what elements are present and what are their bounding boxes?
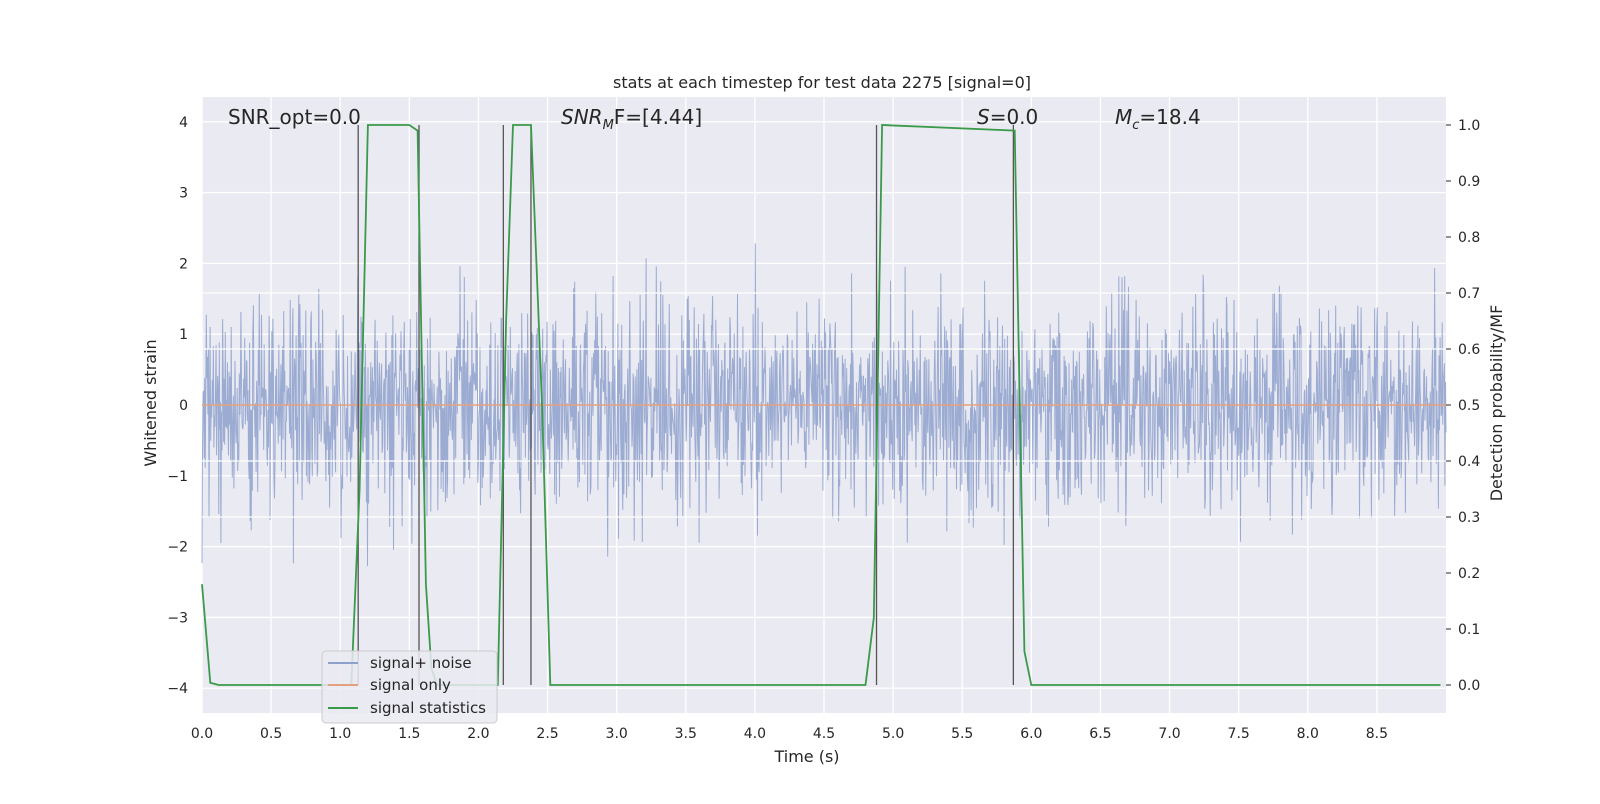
chart-title: stats at each timestep for test data 227… xyxy=(613,73,1031,92)
annotation-snr-mf-symbol: SNR xyxy=(561,105,603,129)
annotation-snr-opt: SNR_opt=0.0 xyxy=(228,105,361,129)
x-tick-label: 0.5 xyxy=(260,726,282,742)
y-axis-label: Whitened strain xyxy=(141,339,160,466)
x-tick-label: 8.0 xyxy=(1297,726,1319,742)
x-tick-label: 8.5 xyxy=(1366,726,1388,742)
annotation-snr-mf-subscript: M xyxy=(603,118,614,133)
y-tick-label: −1 xyxy=(167,469,188,485)
annotation-mc-symbol: M xyxy=(1115,105,1132,129)
x-tick-label: 1.5 xyxy=(398,726,420,742)
x-tick-label: 2.0 xyxy=(467,726,489,742)
y-tick-label: 3 xyxy=(179,186,188,202)
x-tick-label: 2.5 xyxy=(536,726,558,742)
y-tick-label: 0 xyxy=(179,398,188,414)
x-tick-label: 7.0 xyxy=(1158,726,1180,742)
annotation-snr-mf-value: F=[4.44] xyxy=(614,105,702,129)
x-tick-label: 1.0 xyxy=(329,726,351,742)
x-tick-label: 7.5 xyxy=(1228,726,1250,742)
y2-tick-label: 0.9 xyxy=(1458,174,1480,190)
legend-label-signal-only: signal only xyxy=(370,676,451,694)
y-tick-label: −4 xyxy=(167,681,188,697)
axis-ticks: 0.0 0.5 1.0 1.5 2.0 2.5 3.0 3.5 4.0 4.5 5.0 5.5 6.0 6… xyxy=(167,115,1480,742)
right-axis-gridlines xyxy=(202,292,1446,518)
y2-tick-label: 0.5 xyxy=(1458,398,1480,414)
y2-tick-label: 0.4 xyxy=(1458,454,1480,470)
annotation-s-symbol: S xyxy=(977,105,990,129)
annotation-s: S=0.0 xyxy=(977,105,1038,129)
annotation-mc: Mc=18.4 xyxy=(1115,105,1201,133)
annotation-mc-subscript: c xyxy=(1132,118,1139,133)
annotation-snr-mf: SNRMF=[4.44] xyxy=(561,105,702,133)
y-tick-label: −2 xyxy=(167,540,188,556)
y-tick-label: −3 xyxy=(167,610,188,626)
x-axis-label: Time (s) xyxy=(773,747,839,766)
y2-tick-label: 0.2 xyxy=(1458,566,1480,582)
y2-tick-label: 0.1 xyxy=(1458,622,1480,638)
legend: signal+ noise signal only signal statist… xyxy=(321,650,498,724)
y2-tick-label: 0.6 xyxy=(1458,342,1480,358)
signal-plus-noise-line xyxy=(201,243,1447,567)
y-tick-label: 4 xyxy=(179,115,188,131)
signal-statistics-line xyxy=(201,124,1441,686)
x-tick-label: 6.0 xyxy=(1020,726,1042,742)
x-tick-label: 3.5 xyxy=(675,726,697,742)
x-tick-label: 5.5 xyxy=(951,726,973,742)
signal-statistics-series xyxy=(201,124,1441,686)
legend-label-signal-noise: signal+ noise xyxy=(370,654,472,672)
annotation-mc-value: =18.4 xyxy=(1139,105,1200,129)
signal-plus-noise-series xyxy=(201,243,1447,567)
x-tick-label: 3.0 xyxy=(606,726,628,742)
x-tick-label: 5.0 xyxy=(882,726,904,742)
x-tick-label: 4.5 xyxy=(813,726,835,742)
x-tick-label: 6.5 xyxy=(1089,726,1111,742)
y2-tick-label: 0.8 xyxy=(1458,230,1480,246)
y-tick-label: 1 xyxy=(179,327,188,343)
y-tick-label: 2 xyxy=(179,256,188,272)
y2-tick-label: 0.3 xyxy=(1458,510,1480,526)
y2-axis-label: Detection probability/MF xyxy=(1487,305,1506,502)
y2-tick-label: 0.7 xyxy=(1458,286,1480,302)
y2-tick-label: 1.0 xyxy=(1458,118,1480,134)
y2-tick-label: 0.0 xyxy=(1458,678,1480,694)
x-tick-label: 4.0 xyxy=(744,726,766,742)
legend-box xyxy=(321,650,498,724)
x-tick-label: 0.0 xyxy=(191,726,213,742)
legend-label-signal-statistics: signal statistics xyxy=(370,699,486,717)
annotation-s-value: =0.0 xyxy=(990,105,1039,129)
